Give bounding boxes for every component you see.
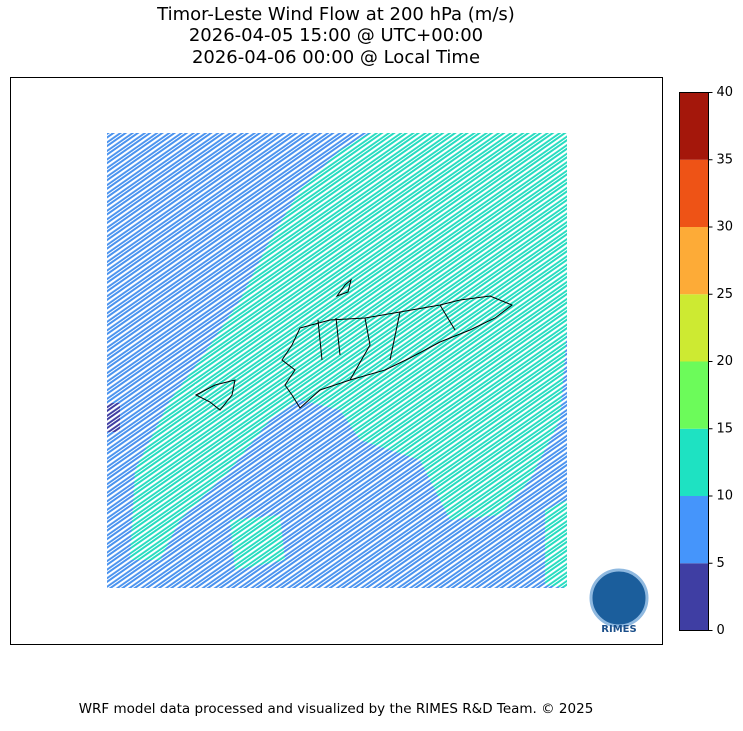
colorbar-segment: [679, 159, 709, 227]
colorbar-segment: [679, 361, 709, 429]
wind-arrows: [107, 133, 567, 588]
colorbar-segment: [679, 428, 709, 496]
colorbar-tick-label: 20: [717, 354, 734, 369]
colorbar-segment: [679, 294, 709, 362]
subtitle: 2026-04-05 15:00 @ UTC+00:00: [189, 25, 483, 46]
footer: WRF model data processed and visualized …: [79, 701, 594, 717]
colorbar-tick-label: 25: [717, 287, 734, 302]
coastline: [194, 278, 513, 411]
subtitle: 2026-04-06 00:00 @ Local Time: [192, 47, 480, 68]
colorbar-tick-label: 10: [717, 489, 734, 504]
colorbar-tick-label: 30: [717, 220, 734, 235]
title: Timor-Leste Wind Flow at 200 hPa (m/s): [156, 4, 515, 25]
colorbar-tick-label: 35: [717, 152, 734, 167]
colorbar: 0 5 10 15 20 25 30 35 40: [679, 85, 734, 638]
logo-text: RIMES: [601, 624, 636, 635]
colorbar-segment: [679, 92, 709, 160]
colorbar-frame: [679, 92, 709, 631]
colorbar-tick-label: 15: [717, 421, 734, 436]
colorbar-tick-label: 0: [717, 623, 725, 638]
logo: [589, 568, 649, 628]
colorbar-segment: [679, 563, 709, 631]
colorbar-tick-label: 40: [717, 85, 734, 100]
colorbar-tick-label: 5: [717, 556, 725, 571]
wind-field: [107, 133, 567, 588]
colorbar-segment: [679, 227, 709, 295]
colorbar-segment: [679, 496, 709, 564]
